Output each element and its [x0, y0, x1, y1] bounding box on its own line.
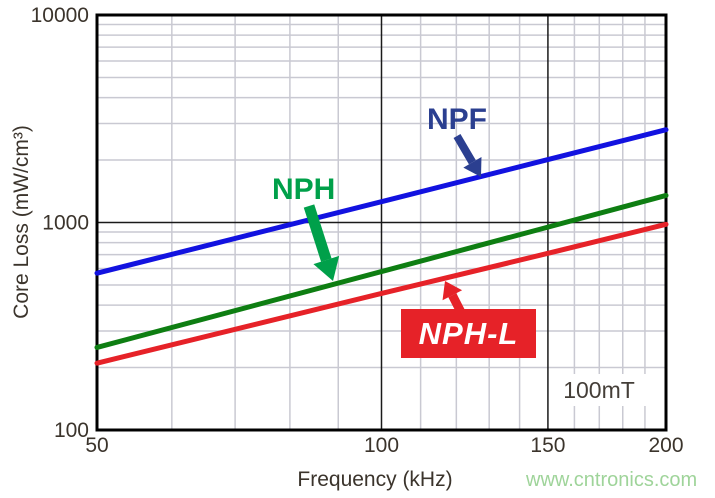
y-tick-label: 10000 [31, 4, 89, 27]
x-tick-label: 50 [85, 434, 108, 457]
annotation-arrow-shaft-nph [303, 204, 332, 262]
series-label-npf: NPF [427, 103, 487, 136]
series-line-npf [94, 127, 669, 276]
annotation-arrow-head-nph [313, 255, 340, 281]
annotation-arrow-head-npf [463, 157, 482, 177]
y-tick-label: 100 [54, 419, 89, 442]
x-tick-label: 200 [648, 434, 683, 457]
series-line-nph [94, 192, 669, 350]
annotation-arrow-shaft-npf [453, 133, 476, 165]
flux-density-label: 100mT [552, 374, 646, 406]
annotation-arrow-head-nphl [442, 281, 463, 301]
x-tick-label: 100 [364, 434, 399, 457]
x-tick-label: 150 [530, 434, 565, 457]
watermark: www.cntronics.com [526, 469, 698, 491]
series-label-nph: NPH [272, 173, 336, 206]
x-axis-title: Frequency (kHz) [297, 468, 453, 491]
y-axis-title: Core Loss (mW/cm³) [10, 125, 33, 319]
series-line-nph-l [94, 221, 669, 366]
y-tick-label: 1000 [42, 212, 89, 235]
series-label-nph-l: NPH-L [401, 309, 536, 358]
